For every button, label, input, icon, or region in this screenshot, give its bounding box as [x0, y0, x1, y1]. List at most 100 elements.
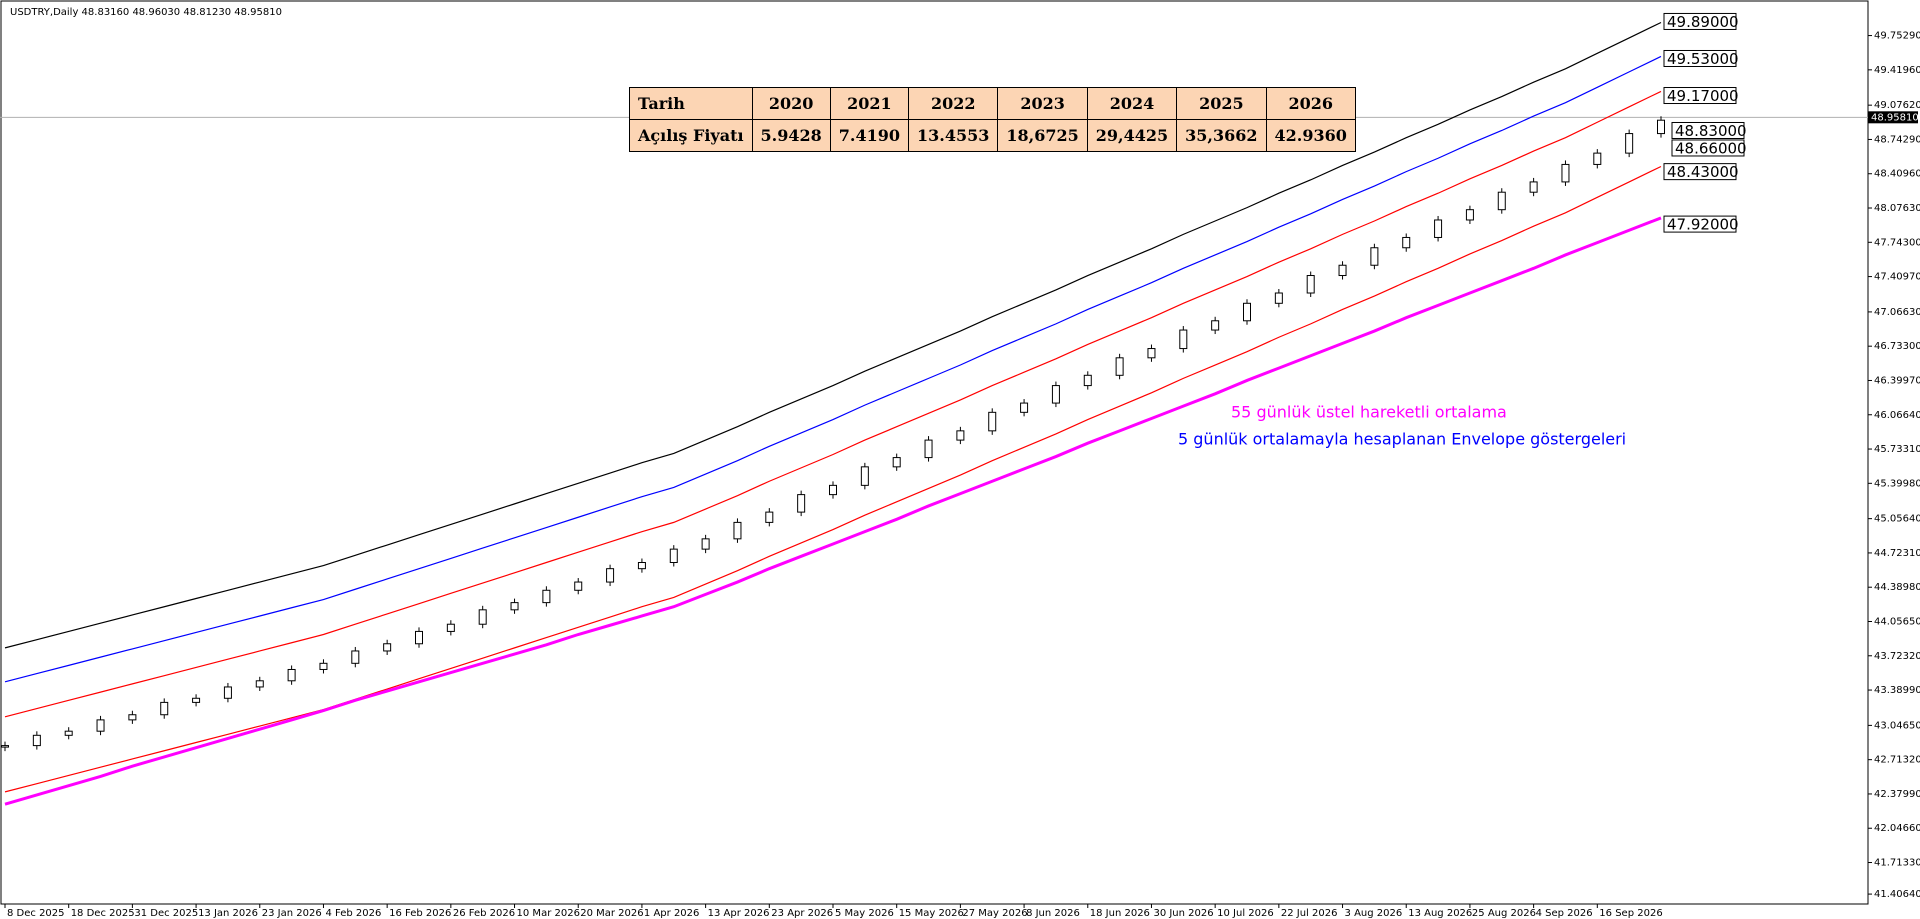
- x-tick-label: 4 Sep 2026: [1536, 908, 1593, 919]
- y-tick-label: 48.07630: [1874, 203, 1920, 214]
- level-box: [1663, 12, 1737, 30]
- candle-body: [1593, 152, 1602, 165]
- table-cell: Tarih: [629, 87, 753, 120]
- x-tick-label: 26 Feb 2026: [453, 908, 515, 919]
- last-price-box: [1868, 111, 1918, 124]
- table-cell: 29,4425: [1086, 119, 1178, 152]
- y-tick-label: 45.05640: [1874, 514, 1920, 525]
- level-box: [1663, 215, 1737, 233]
- candle-body: [1625, 133, 1634, 154]
- candle-body: [765, 511, 774, 523]
- level-box: [1663, 87, 1737, 105]
- candle-body: [32, 734, 41, 747]
- candle-body: [924, 439, 933, 459]
- candle-body: [733, 521, 742, 540]
- candle-body: [383, 643, 392, 652]
- y-tick-label: 41.71330: [1874, 858, 1920, 869]
- last-price-label: 48.95810: [1871, 112, 1919, 123]
- x-tick-label: 3 Aug 2026: [1345, 908, 1403, 919]
- y-tick-label: 43.38990: [1874, 685, 1920, 696]
- candle-body: [415, 630, 423, 645]
- y-tick-label: 46.06640: [1874, 410, 1920, 421]
- level-box: [1671, 121, 1745, 139]
- plot-frame: [0, 0, 1869, 905]
- candle-body: [829, 484, 837, 496]
- x-tick-label: 27 May 2026: [962, 908, 1027, 919]
- table-cell: 5.9428: [751, 119, 831, 152]
- indicator-line: [4, 216, 1662, 806]
- y-tick-label: 48.74290: [1874, 134, 1920, 145]
- x-tick-label: 18 Dec 2025: [71, 908, 135, 919]
- indicator-line: [4, 90, 1662, 718]
- candle-body: [510, 602, 519, 611]
- indicator-line: [4, 165, 1662, 793]
- x-tick-label: 13 Jan 2026: [198, 908, 258, 919]
- x-tick-label: 22 Jul 2026: [1281, 908, 1338, 919]
- y-tick-label: 41.40640: [1874, 889, 1920, 900]
- y-tick-label: 43.72320: [1874, 651, 1920, 662]
- candle-body: [1115, 357, 1124, 376]
- indicator-line: [4, 55, 1662, 683]
- x-tick-label: 10 Jul 2026: [1217, 908, 1274, 919]
- candle-body: [956, 430, 965, 441]
- candle-body: [988, 411, 997, 432]
- x-tick-label: 8 Jun 2026: [1026, 908, 1080, 919]
- candle-body: [96, 719, 105, 732]
- candle-body: [351, 650, 360, 664]
- candle-body: [478, 609, 487, 625]
- x-tick-label: 1 Apr 2026: [644, 908, 699, 919]
- candle-body: [860, 466, 869, 486]
- table-cell: Açılış Fiyatı: [629, 119, 753, 152]
- level-label: 49.89000: [1667, 13, 1739, 31]
- level-label: 48.83000: [1675, 122, 1747, 140]
- annotation: 55 günlük üstel hareketli ortalama: [1231, 403, 1507, 422]
- candle-body: [446, 623, 455, 632]
- candle-body: [606, 568, 615, 583]
- level-box: [1663, 49, 1737, 67]
- x-tick-label: 16 Feb 2026: [389, 908, 451, 919]
- x-tick-label: 5 May 2026: [835, 908, 894, 919]
- x-tick-label: 31 Dec 2025: [134, 908, 198, 919]
- candle-body: [1434, 219, 1443, 238]
- table-cell: 2021: [829, 87, 910, 120]
- candle-body: [1179, 329, 1188, 350]
- y-tick-label: 44.72310: [1874, 548, 1920, 559]
- candle-body: [255, 680, 264, 688]
- candle-body: [287, 668, 296, 682]
- y-tick-label: 46.39970: [1874, 375, 1920, 386]
- table-cell: 18,6725: [997, 119, 1088, 152]
- candle-body: [1243, 302, 1251, 322]
- x-tick-label: 16 Sep 2026: [1599, 908, 1662, 919]
- y-tick-label: 45.73310: [1874, 444, 1920, 455]
- level-label: 49.17000: [1667, 87, 1739, 105]
- candle-body: [1657, 119, 1665, 135]
- indicator-line: [4, 21, 1662, 649]
- candle-body: [1338, 264, 1347, 277]
- candle-body: [160, 701, 169, 716]
- level-box: [1671, 139, 1745, 157]
- y-tick-label: 45.39980: [1874, 478, 1920, 489]
- annotation: 5 günlük ortalamayla hesaplanan Envelope…: [1178, 430, 1626, 449]
- candle-body: [1465, 209, 1474, 221]
- candle-body: [1083, 374, 1092, 387]
- level-label: 47.92000: [1667, 216, 1739, 234]
- x-tick-label: 20 Mar 2026: [580, 908, 643, 919]
- x-tick-label: 15 May 2026: [899, 908, 964, 919]
- y-tick-label: 44.38980: [1874, 582, 1920, 593]
- table-cell: 2024: [1086, 87, 1178, 120]
- candle-body: [64, 730, 73, 736]
- table-cell: 2022: [908, 87, 999, 120]
- x-tick-label: 30 Jun 2026: [1153, 908, 1213, 919]
- y-tick-label: 47.06630: [1874, 307, 1920, 318]
- y-tick-label: 44.05650: [1874, 616, 1920, 627]
- candle-body: [1561, 163, 1570, 183]
- candle-body: [1402, 236, 1411, 249]
- candle-body: [1020, 402, 1029, 413]
- chart-title: USDTRY,Daily 48.83160 48.96030 48.81230 …: [10, 7, 282, 18]
- candle-body: [1497, 191, 1506, 211]
- candle-body: [1, 745, 9, 748]
- table-cell: 2026: [1265, 87, 1356, 120]
- candle-body: [669, 548, 678, 564]
- table-cell: 2025: [1176, 87, 1267, 120]
